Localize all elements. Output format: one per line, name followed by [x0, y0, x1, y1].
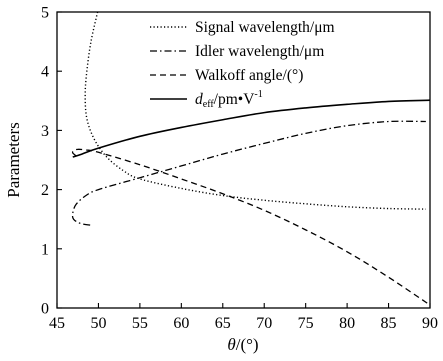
y-tick-label: 3 [41, 123, 49, 140]
x-tick-label: 85 [381, 315, 397, 332]
legend-deff-sup: -1 [254, 89, 262, 100]
legend-label-signal: Signal wavelength/μm [195, 19, 335, 36]
x-tick-label: 75 [298, 315, 314, 332]
x-tick-label: 70 [256, 315, 272, 332]
x-tick-label: 55 [132, 315, 148, 332]
legend-label-walkoff: Walkoff angle/(°) [195, 67, 303, 84]
y-tick-label: 2 [41, 182, 49, 199]
x-tick-label: 60 [173, 315, 189, 332]
legend-deff-d: d [195, 91, 203, 108]
legend-label-idler: Idler wavelength/μm [195, 43, 324, 60]
series-deff [72, 99, 431, 158]
x-axis-title-symbol: θ [227, 335, 235, 354]
y-tick-label: 4 [41, 64, 49, 81]
x-tick-label: 50 [90, 315, 106, 332]
legend-label-deff: deff/pm•V-1 [195, 89, 263, 110]
y-tick-label: 0 [41, 301, 49, 318]
legend-deff-sub: eff [203, 99, 215, 110]
y-axis-title: Parameters [4, 122, 23, 198]
x-tick-label: 80 [339, 315, 355, 332]
x-axis-ticks: 45 50 55 60 65 70 75 80 85 90 [49, 303, 438, 332]
x-axis-title-unit: /(°) [236, 335, 259, 354]
series-group [71, 11, 431, 306]
y-axis-ticks: 0 1 2 3 4 5 [41, 5, 62, 318]
y-tick-label: 1 [41, 241, 49, 258]
series-signal-wavelength [84, 11, 426, 210]
x-axis-title: θ/(°) [227, 335, 258, 354]
legend-deff-mid: /pm•V [214, 91, 256, 108]
legend: Signal wavelength/μm Idler wavelength/μm… [150, 19, 335, 110]
x-tick-label: 90 [422, 315, 438, 332]
y-tick-label: 5 [41, 5, 49, 22]
x-tick-label: 65 [215, 315, 231, 332]
plot-frame [56, 11, 431, 309]
x-tick-label: 45 [49, 315, 65, 332]
series-idler-wavelength [71, 120, 426, 226]
series-walkoff-angle [71, 148, 431, 306]
